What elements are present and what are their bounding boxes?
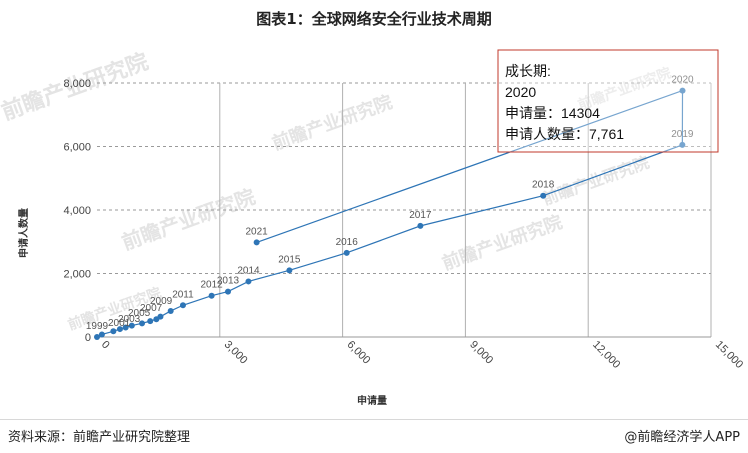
- data-point: [122, 324, 129, 331]
- data-point: [679, 141, 686, 148]
- cluster-label: 2009: [150, 296, 173, 307]
- y-tick-label: 4,000: [63, 205, 91, 217]
- x-tick-label: 3,000: [222, 339, 250, 367]
- tooltip-frame: [497, 49, 719, 153]
- data-point: [343, 249, 350, 256]
- chart-title: 图表1：全球网络安全行业技术周期: [256, 10, 492, 28]
- point-label: 1999: [86, 321, 109, 332]
- data-point: [540, 192, 547, 199]
- point-label: 2017: [409, 210, 432, 221]
- data-point: [116, 326, 123, 333]
- data-point: [245, 278, 252, 285]
- data-point: [167, 307, 174, 314]
- data-point: [94, 334, 100, 340]
- point-label: 2013: [217, 276, 240, 287]
- watermark-text: 前瞻产业研究院: [540, 153, 652, 209]
- y-tick-label: 6,000: [63, 142, 91, 154]
- brand-credit: @前瞻经济学人APP: [624, 430, 740, 445]
- source-note: 资料来源：前瞻产业研究院整理: [8, 430, 191, 445]
- y-tick-label: 2,000: [63, 269, 91, 281]
- tooltip-line: 申请量：14304: [505, 105, 600, 121]
- data-point: [417, 222, 424, 229]
- cluster-label: 2003: [118, 314, 141, 325]
- y-tick-label: 0: [85, 332, 91, 344]
- cluster-label: 2005: [128, 308, 151, 319]
- data-point: [128, 322, 135, 329]
- x-tick-label: 12,000: [590, 339, 622, 371]
- point-label: 2012: [200, 280, 223, 291]
- point-label: 2011: [172, 289, 194, 300]
- data-point: [157, 313, 164, 320]
- data-point: [208, 292, 215, 299]
- data-point: [224, 288, 231, 295]
- point-label: 2015: [278, 254, 301, 265]
- tooltip-line: 成长期:: [505, 63, 551, 79]
- point-label: 2014: [237, 265, 260, 276]
- x-tick-label: 6,000: [344, 339, 372, 367]
- data-point: [110, 328, 117, 335]
- x-tick-label: 9,000: [467, 339, 495, 367]
- grid-lines: [97, 82, 712, 337]
- tooltip-line: 2020: [505, 84, 536, 100]
- footer-divider: [0, 419, 748, 420]
- x-tick-label: 0: [99, 339, 112, 352]
- y-axis-label: 申请人数量: [17, 208, 30, 258]
- point-label: 2018: [532, 180, 555, 191]
- cluster-label: 2001: [108, 318, 131, 329]
- point-label: 2021: [246, 226, 269, 237]
- point-label: 2020: [671, 75, 694, 86]
- data-point: [147, 318, 154, 325]
- watermark-text: 前瞻产业研究院: [439, 211, 565, 275]
- data-point: [679, 87, 686, 94]
- data-point: [98, 331, 105, 338]
- point-label: 2019: [671, 129, 694, 140]
- point-label: 2016: [336, 237, 359, 248]
- x-axis-label: 申请量: [357, 394, 387, 407]
- data-point: [253, 239, 260, 246]
- data-point: [179, 302, 186, 309]
- y-tick-label: 8,000: [63, 78, 91, 90]
- tooltip-box: 成长期: 2020 申请量：14304 申请人数量：7,761: [497, 49, 719, 153]
- data-point: [139, 320, 146, 327]
- watermark-text: 前瞻产业研究院: [269, 91, 395, 155]
- watermark-text: 前瞻产业研究院: [119, 184, 259, 254]
- data-point: [286, 267, 293, 274]
- x-tick-label: 15,000: [713, 339, 745, 371]
- tooltip-line: 申请人数量：7,761: [505, 126, 624, 142]
- cluster-label: 2007: [140, 303, 163, 314]
